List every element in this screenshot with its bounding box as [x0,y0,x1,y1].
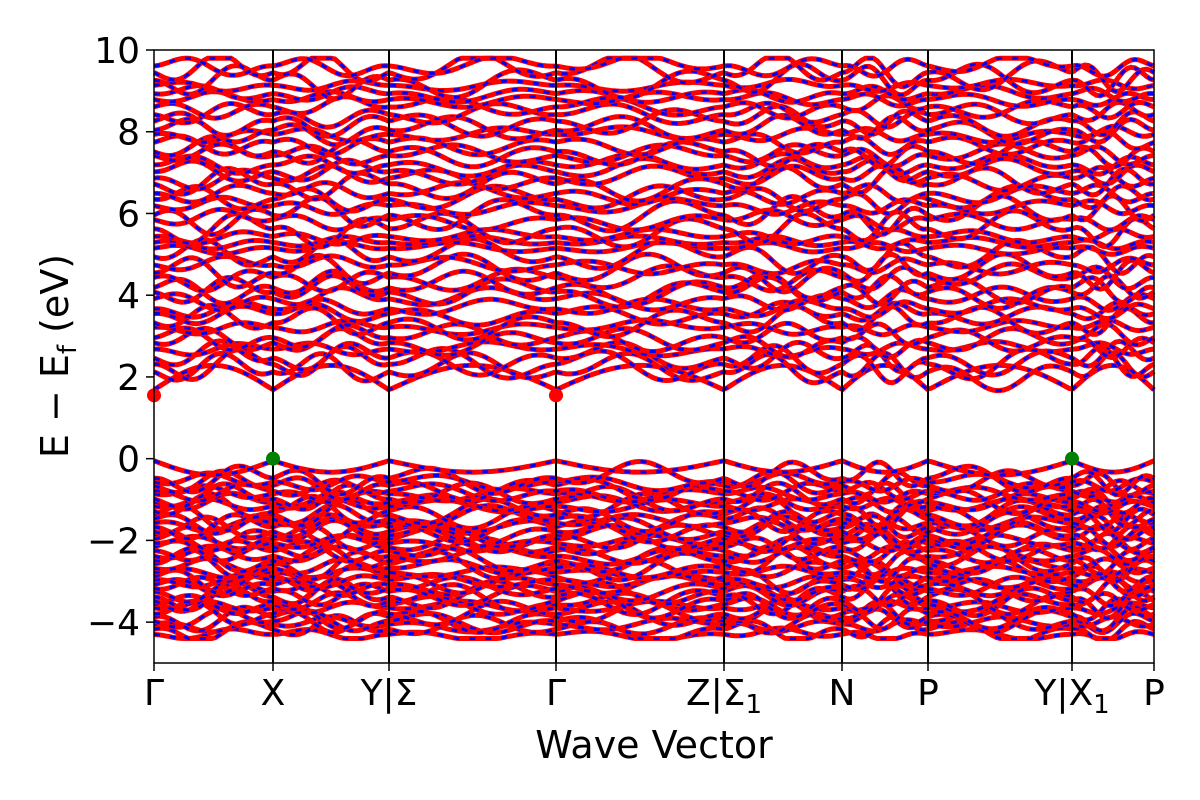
y-tick-label: 6 [117,194,140,235]
kpoint-label-main: P [1143,673,1165,714]
y-tick-label: 8 [117,113,140,154]
cbm-marker [549,388,563,403]
vbm-marker [266,451,280,466]
kpoint-label: Y|Σ [360,673,418,714]
y-axis-label: E − Ef (eV) [33,254,83,458]
band-line-blue-dashed [153,581,1155,620]
band-line-blue-dashed [153,497,1155,534]
band-line-blue-dashed [153,471,1155,493]
band-line-blue-dashed [153,128,1155,157]
band-line-blue-dashed [153,83,1155,104]
x-axis: Γ X Y|Σ Γ Z|Σ1 N P Y|X1 P [144,663,1165,720]
kpoint-label-main: Z|Σ [686,673,746,714]
band-line-blue-dashed [153,544,1155,584]
band-line-red [152,350,1156,394]
kpoint-label: P [1143,673,1165,714]
band-line-blue-dashed [153,62,1155,101]
band-line-blue-dashed [153,478,1155,504]
y-tick-label: −2 [87,521,140,562]
kpoint-label-main: Γ [546,673,566,714]
band-line-blue-dashed [153,459,1155,477]
kpoint-label-sub: 1 [746,690,763,720]
band-line-blue-dashed [154,597,1155,631]
kpoint-label: Γ [144,673,164,714]
band-line-blue-dashed [153,490,1155,514]
band-line-blue-dashed [153,318,1155,337]
band-line-blue-dashed [153,577,1155,608]
vbm-marker [1065,451,1079,466]
band-lines [152,55,1156,641]
plot-frame [153,49,1155,664]
band-line-blue-dashed [153,518,1155,552]
kpoint-label: N [829,673,856,714]
y-tick-label: 2 [117,358,140,399]
kpoint-label-main: Y|X [1033,673,1093,714]
band-line-blue-dashed [153,262,1155,293]
band-line-blue-dashed [153,164,1155,193]
band-line-blue-dashed [153,227,1155,246]
y-tick-label: −4 [87,603,140,644]
band-line-blue-dashed [154,181,1155,206]
y-tick-label: 4 [117,276,140,317]
band-line-red [153,55,1155,79]
band-line-blue-dashed [153,100,1155,129]
band-line-blue-dashed [153,577,1155,617]
y-axis-label-sub: f [53,344,83,354]
band-line-blue-dashed [153,591,1155,617]
band-line-blue-dashed [153,536,1155,565]
band-line-blue-dashed [153,184,1155,216]
band-line-red [153,208,1156,250]
band-line-blue-dashed [153,544,1155,566]
band-line-blue-dashed [153,207,1155,232]
kpoint-label: Z|Σ1 [686,673,762,720]
kpoint-label: Y|X1 [1033,673,1109,720]
band-line-red [153,103,1155,139]
band-line-red [153,299,1155,328]
kpoint-label-main: Γ [144,673,164,714]
kpoint-label-main: X [261,673,286,714]
band-line-red [153,273,1156,311]
band-line-blue-dashed [153,254,1155,276]
y-axis: −4 −2 0 2 4 6 8 10 [87,31,154,644]
band-line-blue-dashed [153,269,1155,306]
band-line-blue-dashed [153,165,1155,203]
kpoint-label-sub: 1 [1093,690,1110,720]
band-line-blue-dashed [153,615,1155,634]
band-line-blue-dashed [153,321,1155,353]
kpoint-label-main: P [917,673,939,714]
band-line-blue-dashed [153,522,1155,554]
band-edge-markers [147,388,1079,466]
band-line-blue-dashed [153,556,1155,580]
band-line-blue-dashed [153,135,1155,169]
band-line-blue-dashed [153,90,1155,109]
kpoint-label: P [917,673,939,714]
high-symmetry-lines [272,50,1073,663]
y-tick-label: 0 [117,440,140,481]
y-tick-label: 10 [94,31,140,72]
y-axis-label-main: E − E [33,354,77,458]
band-line-red [153,93,1155,121]
band-line-blue-dashed [153,285,1155,313]
kpoint-label-main: N [829,673,856,714]
band-line-blue-dashed [153,56,1155,93]
kpoint-label-main: Y|Σ [360,673,418,714]
x-axis-label: Wave Vector [535,723,773,767]
kpoint-label: X [261,673,286,714]
band-line-blue-dashed [153,124,1155,144]
band-line-blue-dashed [153,570,1155,590]
kpoint-label: Γ [546,673,566,714]
y-axis-label-unit: (eV) [33,254,77,345]
